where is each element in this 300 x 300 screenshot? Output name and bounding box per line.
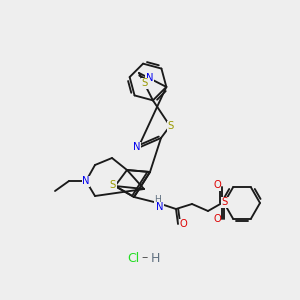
Text: S: S xyxy=(141,78,147,88)
Text: H: H xyxy=(150,251,160,265)
Text: S: S xyxy=(110,180,116,190)
Text: N: N xyxy=(133,142,141,152)
Text: N: N xyxy=(156,202,164,212)
Text: N: N xyxy=(82,176,90,186)
Text: N: N xyxy=(146,73,153,83)
Text: Cl: Cl xyxy=(127,251,139,265)
Text: S: S xyxy=(222,197,228,207)
Text: O: O xyxy=(213,180,221,190)
Text: S: S xyxy=(168,121,174,131)
Text: O: O xyxy=(179,219,187,229)
Text: O: O xyxy=(213,214,221,224)
Text: –: – xyxy=(142,251,148,265)
Text: H: H xyxy=(154,194,161,203)
